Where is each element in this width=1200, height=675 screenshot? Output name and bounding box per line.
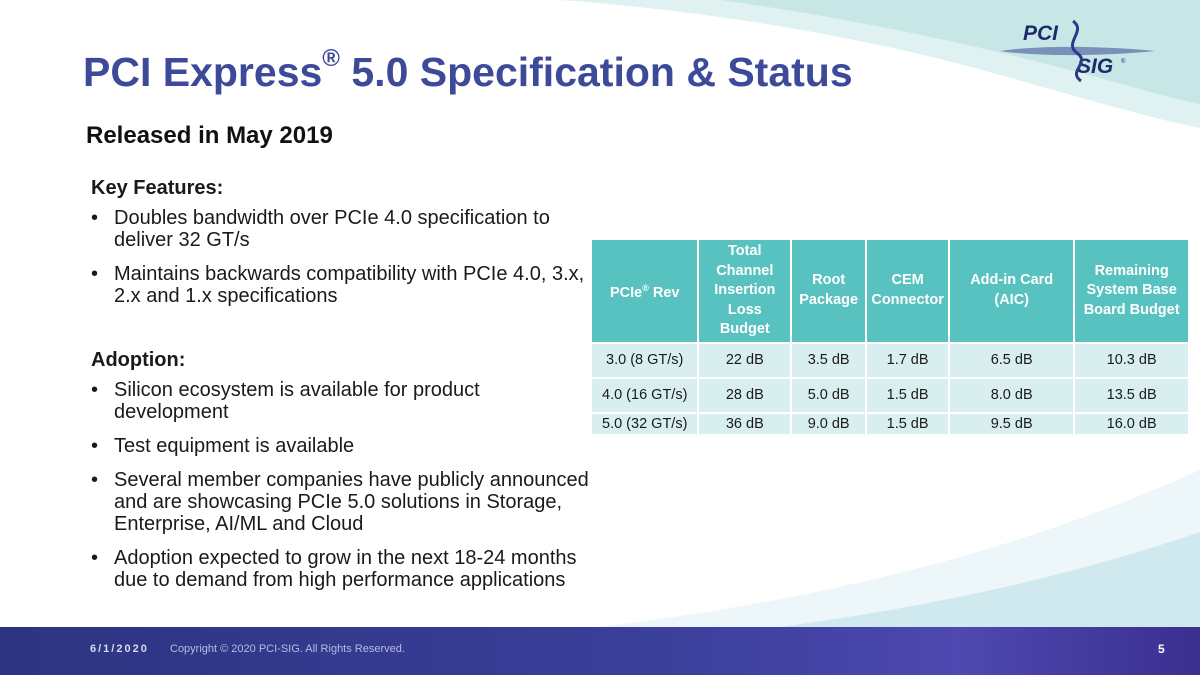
svg-text:SIG: SIG [1077, 55, 1113, 78]
table-cell: 3.0 (8 GT/s) [589, 341, 700, 379]
col-header-remaining-budget: Remaining System Base Board Budget [1073, 238, 1190, 344]
col-header-root-package: Root Package [790, 238, 868, 344]
content-column: Key Features: • Doubles bandwidth over PC… [91, 175, 591, 603]
table-cell: 1.5 dB [865, 376, 951, 414]
table-cell: 9.5 dB [948, 411, 1076, 436]
feature-item: • Doubles bandwidth over PCIe 4.0 specifi… [91, 207, 591, 251]
adoption-text: Silicon ecosystem is available for produ… [114, 379, 480, 423]
title-rest: 5.0 Specification & Status [339, 49, 853, 95]
table-cell: 3.5 dB [790, 341, 868, 379]
table-header-row: PCIe® Rev Total Channel Insertion Loss B… [589, 238, 1190, 344]
col-header-pcie-rev: PCIe® Rev [589, 238, 700, 344]
adoption-list: • Silicon ecosystem is available for prod… [91, 379, 591, 591]
table-cell: 6.5 dB [948, 341, 1076, 379]
bullet-glyph: • [91, 207, 99, 229]
table-row: 4.0 (16 GT/s) 28 dB 5.0 dB 1.5 dB 8.0 dB… [589, 376, 1190, 414]
feature-text: Doubles bandwidth over PCIe 4.0 specific… [114, 207, 550, 251]
adoption-text: Test equipment is available [114, 435, 355, 457]
table-cell: 9.0 dB [790, 411, 868, 436]
table-cell: 36 dB [697, 411, 793, 436]
table-cell: 1.5 dB [865, 411, 951, 436]
registered-mark: ® [322, 45, 340, 72]
release-subtitle: Released in May 2019 [86, 122, 333, 149]
bullet-glyph: • [91, 435, 99, 457]
pci-sig-logo: PCI SIG ® [995, 15, 1165, 85]
col-header-add-in-card: Add-in Card (AIC) [948, 238, 1076, 344]
adoption-item: • Test equipment is available [91, 435, 591, 457]
page-number: 5 [1158, 642, 1165, 656]
bullet-glyph: • [91, 379, 99, 401]
bullet-glyph: • [91, 547, 99, 569]
table-cell: 1.7 dB [865, 341, 951, 379]
footer-bar: 6/1/2020 Copyright © 2020 PCI-SIG. All R… [0, 627, 1200, 675]
title-main: PCI Express [83, 49, 323, 95]
svg-text:PCI: PCI [1023, 22, 1059, 45]
page-title: PCI Express® 5.0 Specification & Status [83, 45, 853, 95]
table-row: 3.0 (8 GT/s) 22 dB 3.5 dB 1.7 dB 6.5 dB … [589, 341, 1190, 379]
feature-item: • Maintains backwards compatibility with … [91, 263, 591, 307]
table-cell: 13.5 dB [1073, 376, 1190, 414]
col-header-total-loss: Total Channel Insertion Loss Budget [697, 238, 793, 344]
bullet-glyph: • [91, 469, 99, 491]
adoption-item: • Several member companies have publicly … [91, 469, 591, 535]
table-cell: 4.0 (16 GT/s) [589, 376, 700, 414]
insertion-loss-table: PCIe® Rev Total Channel Insertion Loss B… [589, 238, 1190, 436]
key-features-list: • Doubles bandwidth over PCIe 4.0 specifi… [91, 207, 591, 307]
svg-text:®: ® [1121, 58, 1126, 65]
table-cell: 16.0 dB [1073, 411, 1190, 436]
adoption-heading: Adoption: [91, 349, 186, 371]
adoption-text: Adoption expected to grow in the next 18… [114, 547, 577, 591]
footer-date: 6/1/2020 [90, 643, 149, 655]
table-cell: 10.3 dB [1073, 341, 1190, 379]
feature-text: Maintains backwards compatibility with P… [114, 263, 585, 307]
table-cell: 8.0 dB [948, 376, 1076, 414]
table-cell: 5.0 dB [790, 376, 868, 414]
table-cell: 22 dB [697, 341, 793, 379]
key-features-heading: Key Features: [91, 177, 224, 199]
adoption-text: Several member companies have publicly a… [114, 469, 589, 535]
table-cell: 5.0 (32 GT/s) [589, 411, 700, 436]
adoption-item: • Silicon ecosystem is available for prod… [91, 379, 591, 423]
col-header-cem-connector: CEM Connector [865, 238, 951, 344]
table-cell: 28 dB [697, 376, 793, 414]
adoption-item: • Adoption expected to grow in the next 1… [91, 547, 591, 591]
bullet-glyph: • [91, 263, 99, 285]
footer-copyright: Copyright © 2020 PCI-SIG. All Rights Res… [170, 643, 405, 655]
table-row: 5.0 (32 GT/s) 36 dB 9.0 dB 1.5 dB 9.5 dB… [589, 411, 1190, 436]
